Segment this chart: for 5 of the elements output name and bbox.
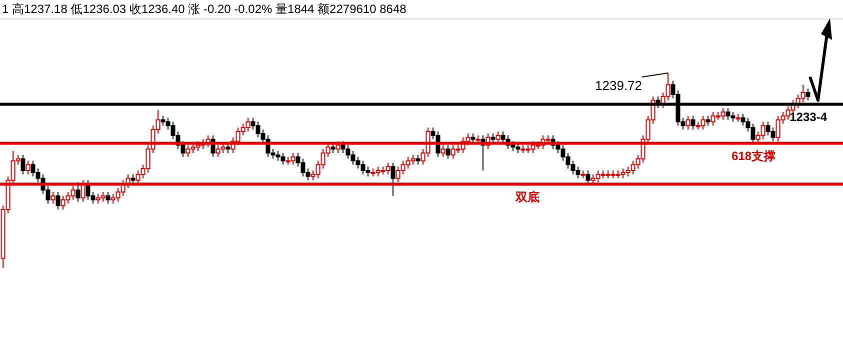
chart-title: 1 高1237.18 低1236.03 收1236.40 涨 -0.20 -0.02% 量1844 额2279610 8648 [2,2,407,16]
annotation: 1239.72 [595,78,642,93]
ref-line-label: 618支撑 [732,149,776,164]
ref-line-label: 双底 [514,190,540,204]
annotation: 1233-4 [790,110,828,124]
